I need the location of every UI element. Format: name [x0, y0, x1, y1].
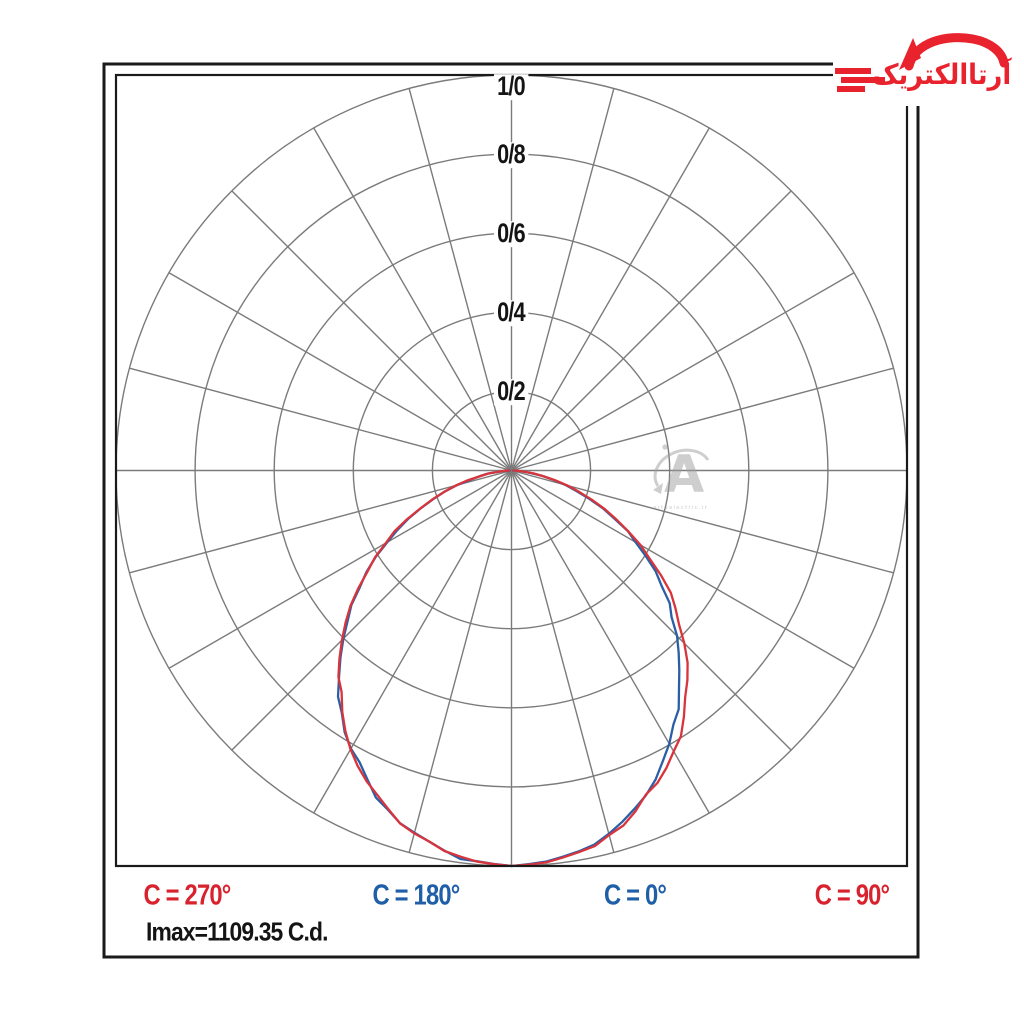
- watermark-graphic: A artaelectric.ir: [653, 444, 710, 511]
- radial-tick-0-4: 0/4: [493, 299, 529, 326]
- radial-tick-0-6: 0/6: [493, 220, 529, 247]
- grid-spoke-135: [511, 470, 792, 751]
- brand-logo-graphic: [835, 33, 1009, 92]
- cplane-label-180: C = 180°: [372, 879, 461, 912]
- grid-spoke-15: [510, 88, 615, 471]
- watermark-arrowhead: [653, 483, 663, 494]
- radial-tick-0-8: 0/8: [493, 141, 529, 168]
- imax-value: Imax=1109.35 C.d.: [146, 916, 328, 947]
- grid-spoke-225: [231, 470, 512, 751]
- logo-brand-text: آرتاالکتریک: [871, 58, 1011, 91]
- watermark-swoosh-arc: [653, 448, 710, 487]
- grid-spoke-240: [168, 469, 512, 669]
- logo-speed-line-3: [837, 86, 865, 92]
- cplane-label-0: C = 0°: [603, 879, 667, 912]
- cplane-label-270: C = 270°: [143, 879, 232, 912]
- grid-spoke-315: [231, 190, 512, 471]
- grid-spoke-60: [511, 272, 855, 472]
- grid-spoke-345: [408, 88, 513, 471]
- grid-spoke-285: [129, 367, 512, 472]
- radial-tick-1-0: 1/0: [493, 73, 529, 100]
- grid-spoke-150: [510, 470, 710, 814]
- grid-spoke-75: [511, 367, 894, 472]
- outer-border: [102, 62, 920, 959]
- brand-logo: آرتاالکتریک: [833, 26, 1013, 106]
- watermark-micro-text: artaelectric.ir: [653, 505, 708, 511]
- logo-speed-line-2: [841, 77, 885, 83]
- grid-spoke-165: [510, 470, 615, 853]
- grid-spoke-195: [408, 470, 513, 853]
- grid-spoke-300: [168, 272, 512, 472]
- watermark: A artaelectric.ir: [648, 436, 718, 516]
- logo-arc: [904, 33, 1009, 71]
- grid-spoke-45: [511, 190, 792, 471]
- grid-spoke-255: [129, 469, 512, 574]
- radial-tick-0-2: 0/2: [493, 378, 529, 405]
- grid-spoke-120: [511, 469, 855, 669]
- logo-speed-line-1: [835, 68, 871, 74]
- cplane-label-90: C = 90°: [814, 879, 890, 912]
- grid-spoke-30: [510, 127, 710, 471]
- watermark-dot: [662, 444, 668, 450]
- grid-spoke-330: [313, 127, 513, 471]
- grid-spoke-105: [511, 469, 894, 574]
- logo-flame-icon: [899, 38, 921, 70]
- grid-spoke-210: [313, 470, 513, 814]
